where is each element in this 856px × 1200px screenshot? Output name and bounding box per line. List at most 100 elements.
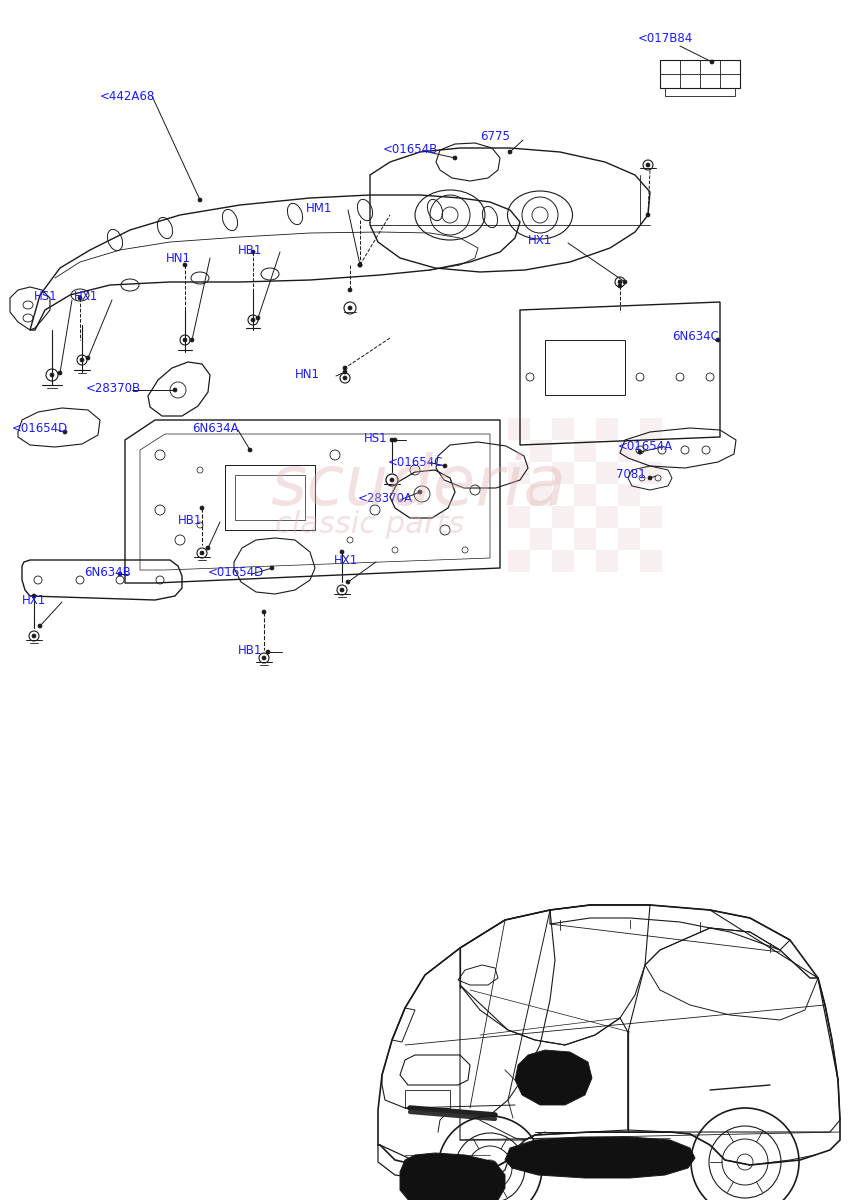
Text: <01654C: <01654C [388, 456, 443, 469]
Circle shape [638, 450, 642, 454]
Text: HX1: HX1 [334, 554, 359, 566]
Circle shape [646, 214, 650, 217]
Bar [552, 462, 574, 484]
Bar [545, 340, 625, 395]
Circle shape [262, 656, 266, 660]
Circle shape [343, 370, 347, 374]
Circle shape [206, 546, 210, 550]
Bar [552, 506, 574, 528]
Circle shape [58, 371, 62, 374]
Circle shape [63, 430, 67, 434]
Circle shape [443, 464, 447, 468]
Bar [596, 506, 618, 528]
Circle shape [270, 566, 274, 570]
Bar [225, 464, 315, 530]
Circle shape [710, 60, 714, 64]
Circle shape [343, 376, 347, 380]
Circle shape [266, 650, 270, 654]
Text: HS1: HS1 [34, 290, 57, 302]
Circle shape [32, 594, 36, 598]
Circle shape [183, 338, 187, 342]
Circle shape [348, 306, 352, 310]
Polygon shape [505, 1138, 695, 1178]
Circle shape [78, 296, 82, 300]
Text: HN1: HN1 [166, 252, 191, 265]
Circle shape [262, 610, 266, 614]
Circle shape [623, 280, 627, 284]
Circle shape [118, 572, 122, 576]
Circle shape [340, 550, 344, 554]
Bar [508, 550, 530, 572]
Text: HM1: HM1 [306, 202, 332, 215]
Bar [508, 506, 530, 528]
Circle shape [618, 284, 622, 288]
Circle shape [418, 490, 422, 494]
Text: scuderia: scuderia [270, 452, 566, 518]
Circle shape [618, 280, 622, 284]
Circle shape [453, 156, 457, 160]
Bar [552, 550, 574, 572]
Bar [596, 462, 618, 484]
Circle shape [38, 624, 42, 628]
Text: <01654D: <01654D [208, 566, 265, 578]
Text: HB1: HB1 [238, 644, 263, 658]
Text: HS1: HS1 [364, 432, 388, 445]
Circle shape [340, 588, 344, 592]
Circle shape [251, 250, 255, 254]
Text: HX1: HX1 [22, 594, 46, 607]
Polygon shape [515, 1050, 592, 1105]
Circle shape [358, 263, 362, 266]
Text: 6N634C: 6N634C [672, 330, 719, 343]
Circle shape [251, 318, 255, 322]
Text: <28370B: <28370B [86, 382, 141, 395]
Bar [405, 1090, 450, 1108]
Circle shape [248, 448, 252, 452]
Bar [640, 418, 662, 440]
Text: 6775: 6775 [480, 130, 510, 143]
Circle shape [86, 356, 90, 360]
Circle shape [190, 338, 194, 342]
Bar [235, 475, 305, 520]
Bar [508, 418, 530, 440]
Bar [618, 440, 640, 462]
Circle shape [173, 388, 177, 392]
Bar [640, 462, 662, 484]
Circle shape [393, 438, 397, 442]
Text: HB1: HB1 [238, 244, 263, 257]
Text: HX1: HX1 [74, 290, 98, 302]
Bar [618, 484, 640, 506]
Bar [552, 418, 574, 440]
Text: 6N634A: 6N634A [192, 422, 239, 434]
Bar [596, 550, 618, 572]
Circle shape [198, 198, 202, 202]
Bar [574, 528, 596, 550]
Bar [530, 528, 552, 550]
Circle shape [346, 580, 350, 584]
Text: 6N634B: 6N634B [84, 566, 131, 578]
Bar [660, 60, 740, 88]
Bar [508, 462, 530, 484]
Bar [665, 88, 735, 96]
Text: HB1: HB1 [178, 514, 202, 527]
Bar [596, 418, 618, 440]
Circle shape [390, 478, 394, 482]
Circle shape [32, 634, 36, 638]
Circle shape [648, 476, 652, 480]
Bar [530, 484, 552, 506]
Text: <017B84: <017B84 [638, 32, 693, 44]
Text: HX1: HX1 [528, 234, 552, 247]
Bar [640, 506, 662, 528]
Text: 7081: 7081 [616, 468, 645, 481]
Bar [660, 60, 740, 74]
Circle shape [200, 551, 204, 554]
Text: <442A68: <442A68 [100, 90, 155, 103]
Text: classic parts: classic parts [275, 510, 464, 539]
Circle shape [358, 263, 362, 266]
Text: <01654B: <01654B [383, 143, 438, 156]
Text: <01654D: <01654D [12, 422, 68, 434]
Text: <28370A: <28370A [358, 492, 413, 505]
Circle shape [256, 316, 260, 320]
Bar [640, 550, 662, 572]
Circle shape [646, 163, 650, 167]
Text: HN1: HN1 [295, 368, 320, 382]
